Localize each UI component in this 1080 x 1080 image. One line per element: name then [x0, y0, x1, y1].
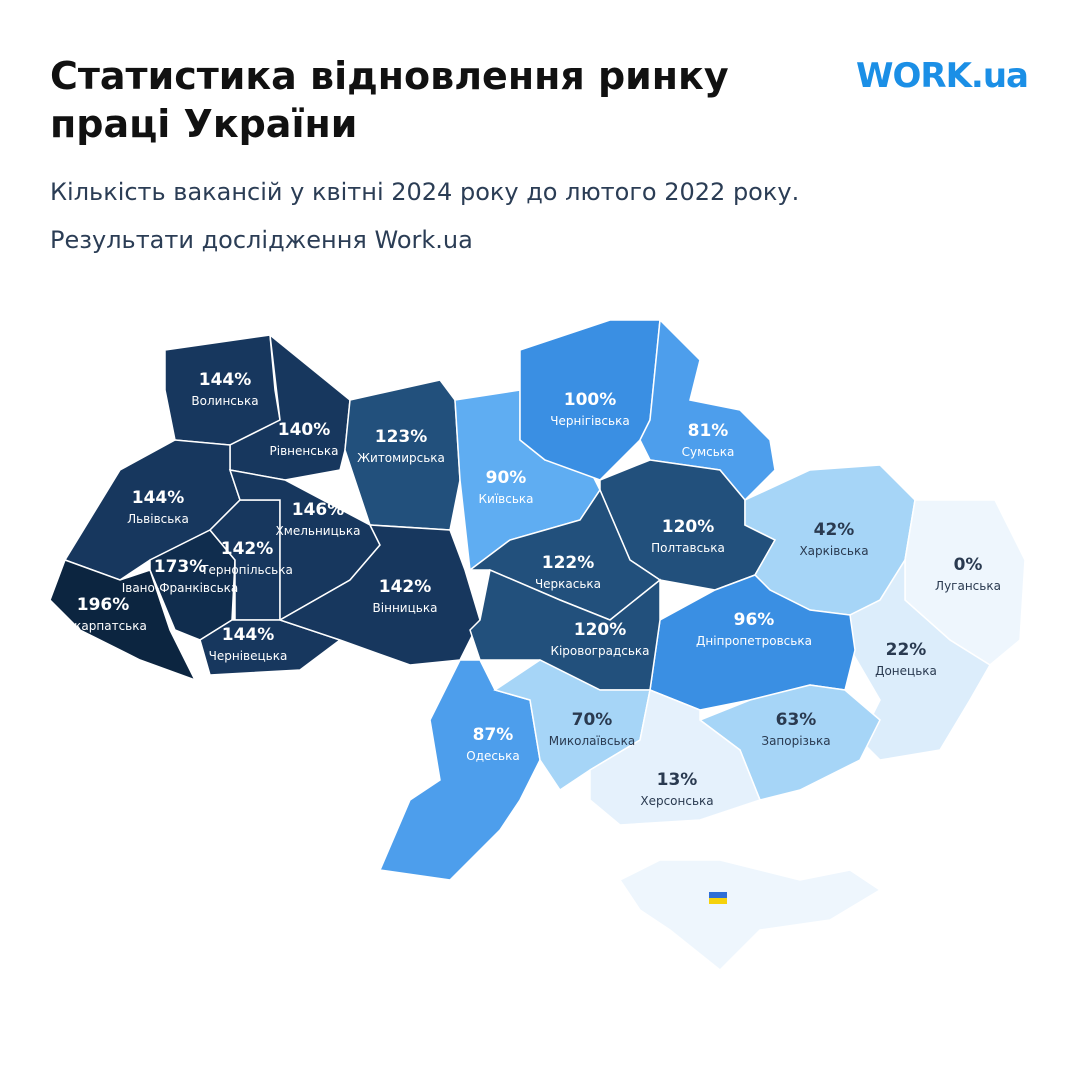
- region: [49, 559, 197, 682]
- region-label: 96% Дніпропетровська: [696, 610, 812, 648]
- region-label: 100% Чернігівська: [550, 390, 629, 428]
- region-label: 144% Волинська: [191, 370, 258, 408]
- region-shape: [49, 559, 197, 682]
- region-value: 142%: [379, 577, 432, 597]
- region-value: 123%: [375, 427, 428, 447]
- region-value: 196%: [77, 595, 130, 615]
- region-value: 144%: [199, 370, 252, 390]
- region-name: Тернопільська: [200, 563, 293, 577]
- region-label: 123% Житомирська: [357, 427, 445, 465]
- region: [589, 688, 761, 826]
- region-name: Дніпропетровська: [696, 634, 812, 648]
- region-name: Полтавська: [651, 541, 725, 555]
- region-label: 173% Івано-Франківська: [122, 557, 239, 595]
- region-value: 63%: [776, 710, 817, 730]
- region-value: 70%: [572, 710, 613, 730]
- region-name: Житомирська: [357, 451, 445, 465]
- region-value: 144%: [222, 625, 275, 645]
- region-label: 90% Київська: [479, 468, 534, 506]
- region-name: Волинська: [191, 394, 258, 408]
- region-label: 42% Харківська: [799, 520, 868, 558]
- region: [618, 859, 882, 972]
- flag: [709, 892, 727, 904]
- region-label: 22% Донецька: [875, 640, 937, 678]
- region-label: 81% Сумська: [682, 421, 735, 459]
- region-name: Київська: [479, 492, 534, 506]
- region-label: 146% Хмельницька: [276, 500, 361, 538]
- region-shape: [344, 379, 461, 531]
- subtitle-line: Кількість вакансій у квітні 2024 року до…: [50, 178, 800, 206]
- logo[interactable]: WORK.ua: [856, 56, 1029, 96]
- region-value: 96%: [734, 610, 775, 630]
- region-value: 100%: [564, 390, 617, 410]
- region-name: Львівська: [127, 512, 189, 526]
- region-name: Івано-Франківська: [122, 581, 239, 595]
- region-name: Закарпатська: [59, 619, 147, 633]
- region-value: 90%: [486, 468, 527, 488]
- region-value: 142%: [221, 539, 274, 559]
- region-name: Херсонська: [640, 794, 713, 808]
- region-name: Хмельницька: [276, 524, 361, 538]
- subtitle-line: Результати дослідження Work.ua: [50, 226, 473, 254]
- region-name: Луганська: [935, 579, 1001, 593]
- region-label: 120% Кіровоградська: [550, 620, 649, 658]
- region-label: 142% Вінницька: [373, 577, 438, 615]
- region-value: 42%: [814, 520, 855, 540]
- region-name: Чернівецька: [209, 649, 288, 663]
- region-name: Донецька: [875, 664, 937, 678]
- region-value: 120%: [662, 517, 715, 537]
- region: [469, 568, 661, 691]
- region-shape: [639, 318, 776, 502]
- region-value: 0%: [954, 555, 983, 575]
- region-name: Запорізька: [761, 734, 830, 748]
- region-shape: [589, 688, 761, 826]
- region-name: Черкаська: [535, 577, 601, 591]
- title: Статистика відновлення ринку праці Україн…: [50, 52, 729, 148]
- region-shape: [469, 568, 661, 691]
- region-value: 140%: [278, 420, 331, 440]
- region-label: 196% Закарпатська: [59, 595, 147, 633]
- region-name: Рівненська: [270, 444, 339, 458]
- region-label: 63% Запорізька: [761, 710, 830, 748]
- region-name: Кіровоградська: [550, 644, 649, 658]
- region-label: 144% Львівська: [127, 488, 189, 526]
- region-label: 144% Чернівецька: [209, 625, 288, 663]
- title-line: Статистика відновлення ринку: [50, 54, 729, 98]
- region-value: 173%: [154, 557, 207, 577]
- region-value: 146%: [292, 500, 345, 520]
- region-label: 122% Черкаська: [535, 553, 601, 591]
- region-value: 122%: [542, 553, 595, 573]
- region: [344, 379, 461, 531]
- region-name: Вінницька: [373, 601, 438, 615]
- region-value: 87%: [473, 725, 514, 745]
- region-value: 13%: [657, 770, 698, 790]
- region: [639, 318, 776, 502]
- region-label: 70% Миколаївська: [549, 710, 635, 748]
- region-value: 120%: [574, 620, 627, 640]
- region-label: 120% Полтавська: [651, 517, 725, 555]
- region-label: 87% Одеська: [466, 725, 519, 763]
- region-name: Миколаївська: [549, 734, 635, 748]
- region-label: 142% Тернопільська: [200, 539, 293, 577]
- title-line: праці України: [50, 102, 358, 146]
- region-value: 144%: [132, 488, 185, 508]
- region-name: Чернігівська: [550, 414, 629, 428]
- region-value: 22%: [886, 640, 927, 660]
- region-name: Харківська: [799, 544, 868, 558]
- subtitle: Кількість вакансій у квітні 2024 року до…: [50, 168, 799, 264]
- region-label: 140% Рівненська: [270, 420, 339, 458]
- region-label: 0% Луганська: [935, 555, 1001, 593]
- region-name: Сумська: [682, 445, 735, 459]
- region-name: Одеська: [466, 749, 519, 763]
- region-value: 81%: [688, 421, 729, 441]
- region-label: 13% Херсонська: [640, 770, 713, 808]
